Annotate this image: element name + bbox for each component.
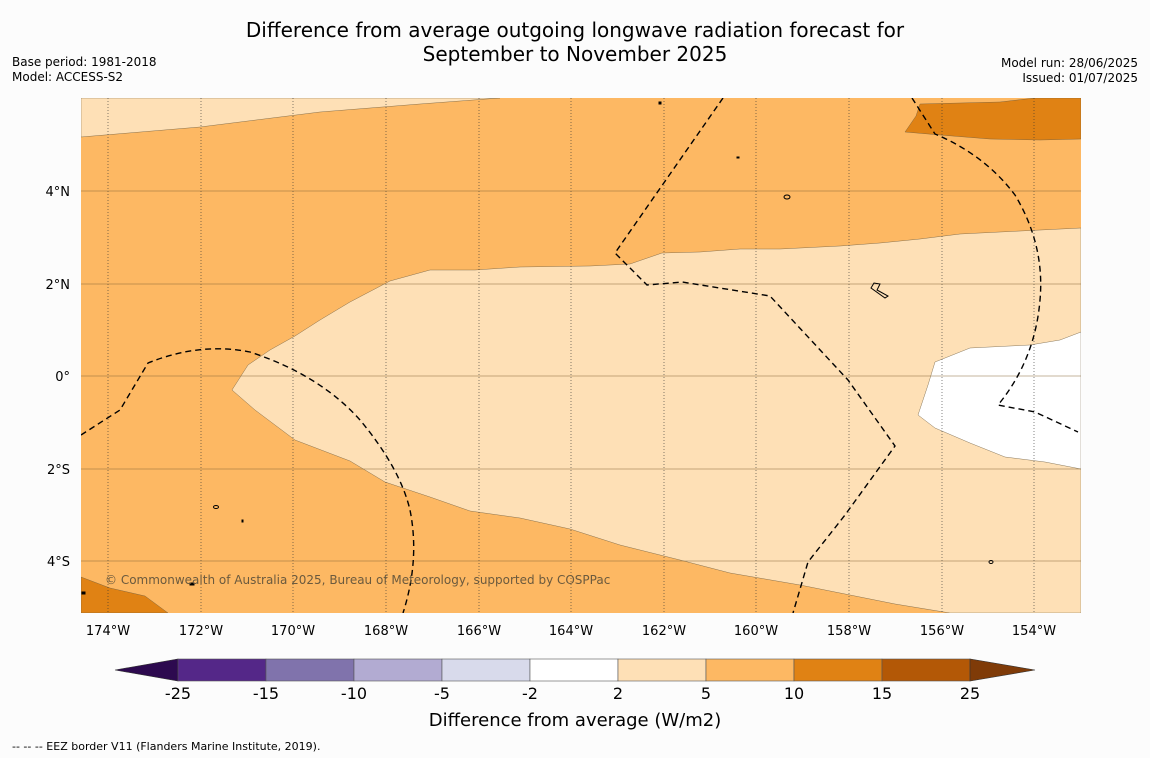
copyright-notice: © Commonwealth of Australia 2025, Bureau… <box>105 573 610 587</box>
region-top-right-dark <box>904 98 1081 141</box>
region-bottom-left-dark <box>81 576 169 613</box>
issued-date: Issued: 01/07/2025 <box>1022 71 1138 85</box>
model-run: Model run: 28/06/2025 <box>1000 56 1138 70</box>
colorbar-tick-label: -2 <box>522 684 538 703</box>
island <box>213 505 219 509</box>
colorbar-segment <box>617 658 707 682</box>
colorbar-segment <box>353 658 443 682</box>
island <box>988 560 994 564</box>
colorbar-segment <box>265 658 355 682</box>
lon-tick-label: 164°W <box>549 624 593 639</box>
eez-border-east <box>911 98 1079 433</box>
island <box>81 591 86 595</box>
colorbar-labels: -25 -15 -10 -5 -2 2 5 10 15 25 <box>165 684 980 703</box>
lon-tick-label: 160°W <box>734 624 778 639</box>
colorbar-left-extension <box>114 658 179 682</box>
lon-tick-label: 168°W <box>364 624 408 639</box>
lat-tick-label: 2°S <box>47 463 70 478</box>
lon-tick-label: 170°W <box>271 624 315 639</box>
graticule <box>81 98 1081 613</box>
lat-tick-label: 4°S <box>47 555 70 570</box>
island <box>241 519 244 523</box>
colorbar-segment <box>705 658 795 682</box>
colorbar-tick-label: -5 <box>434 684 450 703</box>
eez-footnote: -- -- -- EEZ border V11 (Flanders Marine… <box>12 740 321 753</box>
lon-tick-label: 158°W <box>827 624 871 639</box>
region-neutral <box>917 331 1081 470</box>
colorbar-segment <box>793 658 883 682</box>
islands <box>81 101 994 595</box>
meta-right: Model run: 28/06/2025 Issued: 01/07/2025 <box>1001 56 1138 86</box>
lat-tick-label: 2°N <box>46 278 71 293</box>
meta-left: Base period: 1981-2018 Model: ACCESS-S2 <box>12 55 157 85</box>
colorbar-segment <box>529 658 619 682</box>
colorbar: -25 -15 -10 -5 -2 2 5 10 15 25 Difference from av… <box>114 658 1036 731</box>
colorbar-title: Difference from average (W/m2) <box>429 710 721 731</box>
island <box>870 282 889 299</box>
lon-tick-label: 174°W <box>86 624 130 639</box>
colorbar-tick-label: 15 <box>872 684 892 703</box>
colorbar-segment <box>441 658 531 682</box>
colorbar-tick-label: -15 <box>253 684 279 703</box>
island <box>189 582 195 586</box>
region-top-light <box>81 98 501 138</box>
model-name: Model: ACCESS-S2 <box>12 70 124 84</box>
colorbar-tick-label: -25 <box>165 684 191 703</box>
colorbar-tick-label: 5 <box>701 684 711 703</box>
colorbar-tick-label: 25 <box>960 684 980 703</box>
colorbar-segments <box>177 658 971 682</box>
base-period: Base period: 1981-2018 <box>12 55 157 69</box>
eez-borders <box>81 98 1079 613</box>
axis-tick-labels: 174°W 172°W 170°W 168°W 166°W 164°W 162°W 160°W… <box>46 185 1057 639</box>
title-line-1: Difference from average outgoing longwav… <box>245 18 905 42</box>
colorbar-tick-label: 10 <box>784 684 804 703</box>
colorbar-right-extension <box>969 658 1036 682</box>
eez-border-central <box>614 98 896 613</box>
chart-title: Difference from average outgoing longwav… <box>0 18 1150 66</box>
map-area: © Commonwealth of Australia 2025, Bureau… <box>81 98 1081 613</box>
region-central-light <box>231 227 1081 613</box>
lat-tick-label: 0° <box>55 370 70 385</box>
island <box>736 156 740 159</box>
lon-tick-label: 156°W <box>920 624 964 639</box>
island <box>658 101 662 105</box>
lon-tick-label: 166°W <box>457 624 501 639</box>
colorbar-segment <box>881 658 971 682</box>
lon-tick-label: 162°W <box>642 624 686 639</box>
colorbar-segment <box>177 658 267 682</box>
lon-tick-label: 172°W <box>179 624 223 639</box>
eez-border-west <box>81 348 415 613</box>
lat-tick-label: 4°N <box>46 185 71 200</box>
colorbar-tick-label: -10 <box>341 684 367 703</box>
colorbar-tick-label: 2 <box>613 684 623 703</box>
lon-tick-label: 154°W <box>1012 624 1056 639</box>
island <box>783 194 791 200</box>
title-line-2: September to November 2025 <box>422 42 728 66</box>
